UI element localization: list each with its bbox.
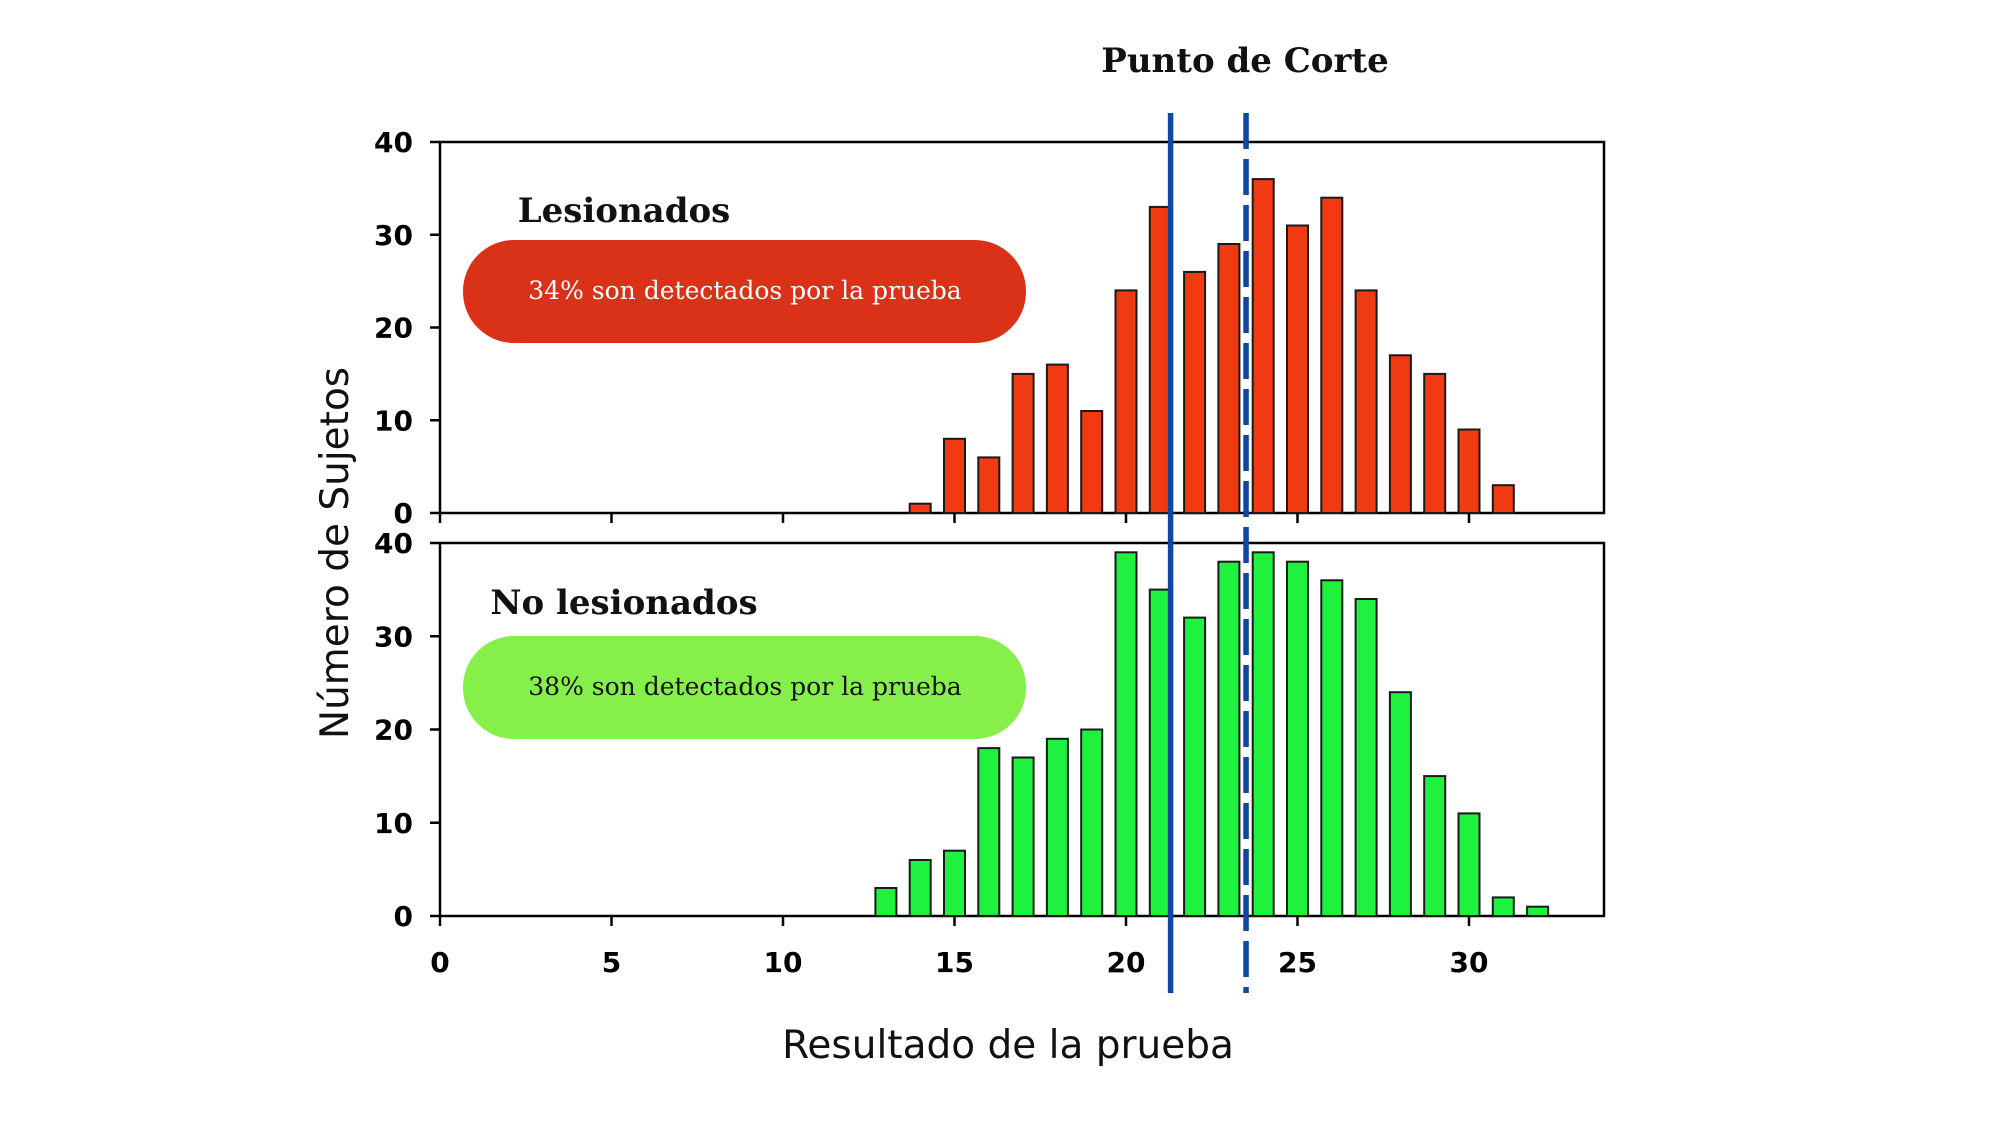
bottom-bar [1457, 812, 1481, 918]
top-bar [1148, 205, 1172, 514]
x-tick-label: 5 [602, 946, 621, 979]
bottom-bar [1526, 905, 1550, 918]
bottom-bar [908, 859, 932, 917]
y-tick-label: 10 [374, 807, 413, 840]
bottom-bar [1286, 560, 1309, 917]
top-bar [1045, 363, 1069, 514]
top-bar [1354, 289, 1378, 514]
top-bar [1320, 196, 1344, 514]
bottom-bar [977, 747, 1001, 917]
chart-title: Punto de Corte [1101, 41, 1388, 81]
top-bar [1388, 354, 1412, 514]
y-tick-label: 0 [394, 900, 413, 933]
y-tick-label: 20 [374, 312, 413, 345]
bottom-bar [1320, 579, 1344, 917]
bottom-panel-label: No lesionados [490, 583, 757, 623]
top-bar [1491, 484, 1515, 515]
x-axis-title: Resultado de la prueba [782, 1023, 1234, 1068]
top-panel-label: Lesionados [518, 191, 731, 231]
top-bar [977, 456, 1001, 514]
x-tick-label: 15 [935, 946, 974, 979]
x-tick-label: 25 [1278, 946, 1317, 979]
top-bar [1080, 410, 1104, 514]
bottom-bar [1114, 551, 1138, 917]
top-bar [1183, 270, 1207, 515]
x-tick-label: 20 [1107, 946, 1146, 979]
bottom-bar [1491, 896, 1515, 918]
y-axis-title: Número de Sujetos [313, 367, 358, 739]
y-tick-label: 40 [374, 126, 413, 159]
top-bar [1423, 372, 1447, 514]
bottom-bar [1011, 756, 1035, 917]
bottom-annotation-text: 38% son detectados por la prueba [528, 672, 962, 701]
y-tick-label: 10 [374, 404, 413, 437]
top-bar [1114, 289, 1138, 514]
bottom-bar [943, 849, 966, 918]
bottom-bar [1251, 551, 1275, 917]
x-tick-label: 10 [764, 946, 803, 979]
bottom-bar [874, 887, 898, 917]
top-bar [1286, 224, 1309, 514]
bottom-bar [1388, 691, 1412, 918]
top-bar [1011, 372, 1035, 514]
top-bar [908, 502, 932, 515]
top-bar [1457, 428, 1481, 514]
bottom-bar [1045, 737, 1069, 917]
top-annotation-pill [463, 240, 1026, 343]
bottom-bar [1183, 616, 1207, 917]
top-annotation-text: 34% son detectados por la prueba [528, 276, 962, 305]
bottom-annotation-pill [463, 636, 1026, 739]
bottom-bar [1080, 728, 1104, 917]
y-tick-label: 0 [394, 497, 413, 530]
top-bar [1217, 243, 1241, 514]
top-bar [943, 437, 966, 514]
bottom-bar [1354, 598, 1378, 918]
bottom-bar [1217, 560, 1241, 917]
top-bar [1251, 178, 1275, 514]
y-tick-label: 30 [374, 219, 413, 252]
y-tick-label: 20 [374, 714, 413, 747]
cutoff-lines [1167, 113, 1249, 993]
x-tick-label: 0 [430, 946, 449, 979]
bottom-panel-bars [874, 551, 1550, 918]
y-tick-label: 40 [374, 527, 413, 560]
top-panel-bars [908, 178, 1515, 515]
y-tick-label: 30 [374, 620, 413, 653]
bottom-bar [1423, 775, 1447, 917]
x-tick-label: 30 [1450, 946, 1489, 979]
bottom-bar [1148, 588, 1172, 917]
